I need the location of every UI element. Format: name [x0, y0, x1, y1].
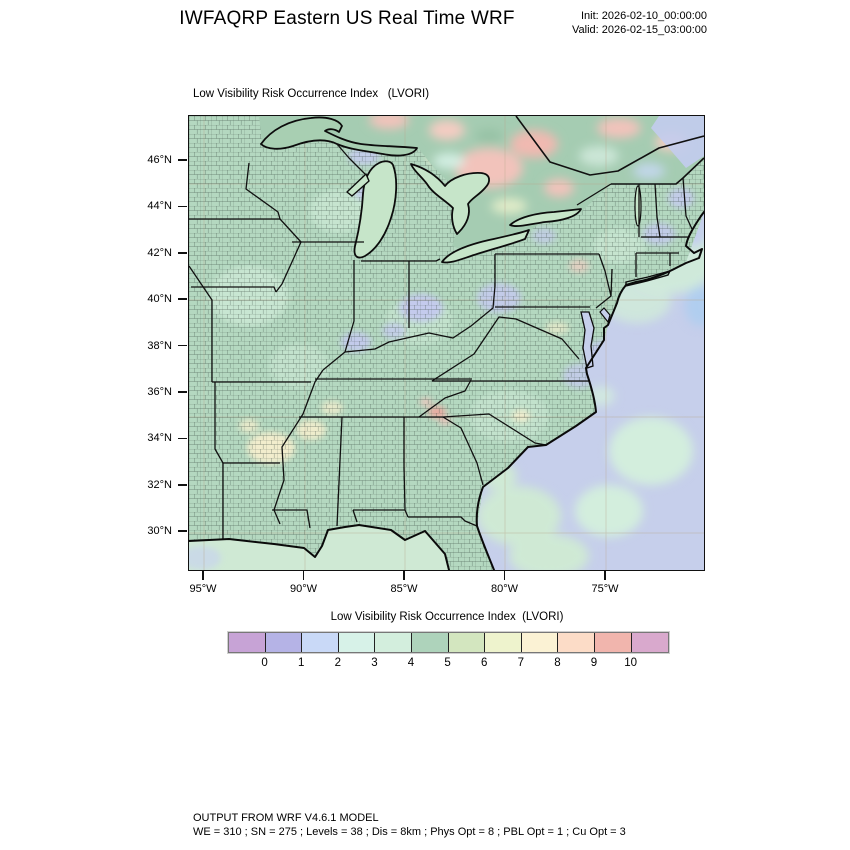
colorbar-tick-label: 2 — [334, 657, 341, 669]
colorbar-tick-label: 10 — [624, 657, 637, 669]
delaware-bay — [599, 307, 611, 324]
lat-label: 42°N — [147, 246, 172, 259]
lon-tick — [202, 570, 204, 580]
lat-tick — [178, 437, 187, 440]
colorbar-cell — [448, 633, 486, 652]
lvori-map — [188, 115, 705, 571]
colorbar-tick-label: 5 — [444, 657, 451, 669]
lat-tick — [178, 205, 187, 208]
model-timestamps: Init: 2026-02-10_00:00:00 Valid: 2026-02-… — [572, 10, 707, 37]
lon-tick — [503, 570, 506, 580]
lat-tick — [178, 159, 187, 161]
map-title: Low Visibility Risk Occurrence Index (LV… — [193, 88, 430, 100]
lat-tick — [178, 484, 187, 486]
lon-tick — [403, 570, 405, 580]
lat-tick — [178, 298, 187, 300]
colorbar-cell — [631, 633, 669, 652]
colorbar-cell — [411, 633, 449, 652]
colorbar-tick-label: 3 — [371, 657, 378, 669]
lake-champlain — [634, 185, 642, 227]
lat-label: 36°N — [147, 386, 172, 398]
model-config-footer: OUTPUT FROM WRF V4.6.1 MODEL WE = 310 ; S… — [193, 812, 626, 839]
lake-huron — [410, 163, 490, 235]
valid-timestamp: Valid: 2026-02-15_03:00:00 — [572, 23, 707, 36]
lake-erie — [441, 229, 530, 264]
colorbar-tick-label: 6 — [480, 657, 488, 669]
colorbar — [228, 632, 670, 653]
lon-label: 80°W — [490, 583, 519, 595]
gulf-coast — [189, 524, 450, 570]
colorbar-tick-label: 4 — [407, 657, 415, 669]
footer-line2: WE = 310 ; SN = 275 ; Levels = 38 ; Dis … — [193, 825, 626, 838]
lon-label: 75°W — [591, 583, 619, 595]
chesapeake-bay — [580, 307, 611, 369]
lat-tick — [178, 391, 187, 393]
lat-label: 30°N — [147, 525, 172, 538]
colorbar-tick-label: 9 — [590, 657, 598, 669]
gulf-st-lawrence-water — [651, 116, 704, 168]
colorbar-tick-label: 7 — [517, 657, 524, 669]
colorbar-cell — [338, 633, 376, 652]
gulf-blue-patch — [189, 546, 221, 570]
colorbar-cell — [558, 633, 595, 652]
colorbar-cell — [229, 633, 266, 652]
colorbar-cell — [521, 633, 559, 652]
lake-superior — [260, 116, 418, 157]
footer-line1: OUTPUT FROM WRF V4.6.1 MODEL — [193, 812, 379, 824]
lat-label: 34°N — [147, 432, 172, 445]
lon-label: 90°W — [289, 583, 318, 595]
lat-tick — [178, 530, 187, 532]
lat-label: 32°N — [147, 478, 172, 491]
colorbar-title: Low Visibility Risk Occurrence Index (LV… — [330, 611, 564, 623]
init-timestamp: Init: 2026-02-10_00:00:00 — [581, 10, 707, 22]
colorbar-tick-label: 1 — [297, 657, 305, 669]
page-title: IWFAQRP Eastern US Real Time WRF — [179, 8, 515, 29]
gulf-of-mexico — [189, 525, 449, 570]
lon-tick — [604, 570, 606, 580]
colorbar-cell — [594, 633, 632, 652]
lat-label: 38°N — [147, 339, 172, 352]
green-bay — [346, 173, 370, 197]
map-canvas — [189, 116, 704, 570]
lat-label: 46°N — [147, 154, 172, 166]
coastlines — [189, 211, 704, 570]
colorbar-cell — [302, 633, 339, 652]
lat-label: 40°N — [147, 293, 172, 306]
lon-label: 85°W — [390, 583, 418, 595]
colorbar-tick-label: 8 — [554, 657, 561, 669]
great-lakes — [260, 116, 642, 264]
lon-tick — [302, 570, 305, 580]
lat-tick — [178, 252, 187, 254]
lake-ontario — [509, 208, 582, 227]
colorbar-cell — [485, 633, 522, 652]
atlantic-coast — [475, 211, 704, 570]
lon-label: 95°W — [189, 583, 217, 595]
lat-label: 44°N — [147, 200, 172, 213]
colorbar-tick-label: 0 — [261, 657, 268, 669]
lat-tick — [178, 344, 187, 347]
colorbar-cell — [375, 633, 412, 652]
state-borders — [189, 116, 704, 539]
colorbar-cell — [265, 633, 303, 652]
